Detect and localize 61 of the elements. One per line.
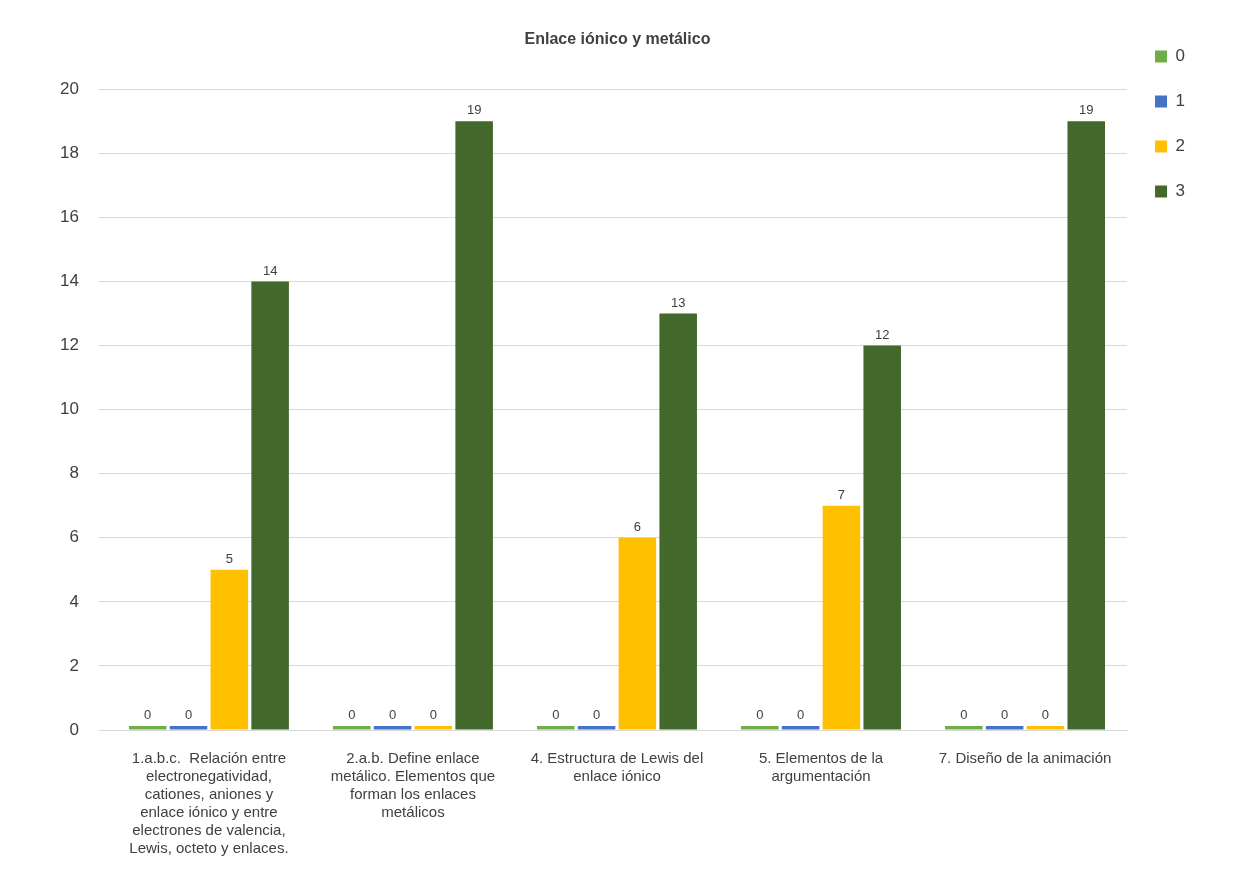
x-tick-label: 4. Estructura de Lewis del enlace iónico [530,749,704,785]
x-tick-label: 5. Elementos de la argumentación [758,749,884,785]
x-tick-label: 2.a.b. Define enlace metálico. Elementos que forman los enlaces metálicos [330,749,496,821]
data-label: 0 [552,706,560,722]
data-label: 7 [837,486,846,502]
y-tick-label: 2 [69,655,79,675]
legend-label: 0 [1175,46,1186,66]
legend-label: 1 [1175,91,1186,111]
data-label: 0 [960,706,968,722]
data-label: 0 [388,706,397,722]
y-tick-label: 10 [59,399,79,419]
chart-title: Enlace iónico y metálico [524,30,711,48]
y-tick-label: 6 [69,527,79,547]
legend-label: 3 [1175,181,1186,201]
data-label: 0 [592,706,601,722]
bar [455,121,493,730]
data-label: 5 [225,550,233,566]
bar [537,726,575,730]
y-tick-label: 18 [59,142,79,162]
bar [985,726,1024,730]
data-label: 19 [466,102,482,118]
bar [414,726,453,730]
bar [373,726,412,730]
bar [781,726,820,730]
data-label: 0 [1001,706,1009,722]
data-label: 0 [756,706,764,722]
y-tick-label: 4 [69,591,79,611]
data-label: 0 [348,706,356,722]
data-label: 0 [144,706,152,722]
y-tick-label: 20 [59,78,79,98]
data-label: 13 [670,294,686,310]
data-label: 14 [262,262,278,278]
y-tick-label: 14 [59,271,79,291]
data-label: 0 [1041,706,1050,722]
y-tick-label: 8 [69,463,79,483]
bar [169,726,208,730]
data-label: 0 [184,706,193,722]
data-label: 6 [633,518,641,534]
bar [128,726,167,730]
bar [945,726,983,730]
bar [577,726,616,730]
x-tick-label: 1.a.b.c. Relación entre electronegatividad, cationes, aniones y enlace iónico y entre electrones de valencia, Lewis, octeto y enlaces. [129,749,289,857]
bar [822,505,861,730]
y-tick-label: 12 [59,335,79,355]
y-tick-label: 16 [59,207,79,227]
bar [618,537,657,730]
x-tick-label: 7. Diseño de la animación [938,749,1112,767]
bar [863,345,901,730]
bar [1067,121,1106,730]
bar [659,313,697,730]
bar [210,569,249,730]
bar [332,726,371,730]
data-label: 19 [1079,102,1094,118]
data-label: 12 [874,326,890,342]
bar [741,726,779,730]
data-label: 0 [429,706,437,722]
legend-label: 2 [1175,136,1186,156]
bar [1026,726,1065,730]
data-label: 0 [796,706,805,722]
y-tick-label: 0 [69,719,79,739]
bar [251,281,289,730]
